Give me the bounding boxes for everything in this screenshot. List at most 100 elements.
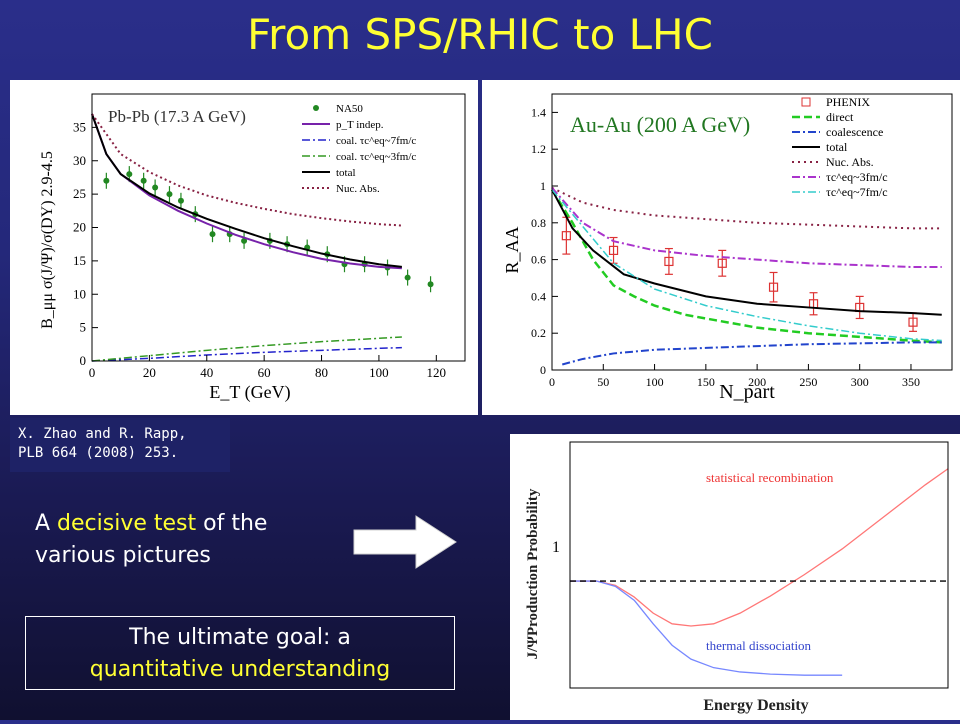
legend-nuc-abs-label: Nuc. Abs.: [336, 183, 380, 195]
y-tick-label: 5: [80, 320, 87, 335]
y-tick-label: 0: [540, 363, 546, 377]
direct-line: [550, 189, 942, 344]
goal-box: The ultimate goal: a quantitative unders…: [25, 616, 455, 690]
citation-line-1: X. Zhao and R. Rapp,: [18, 426, 187, 442]
na50-point: [209, 231, 216, 238]
y-tick-label: 25: [73, 186, 86, 201]
legend-phenix-label: PHENIX: [826, 95, 870, 109]
statistical-recombination-curve: [570, 468, 949, 627]
x-tick-label: 300: [851, 375, 869, 389]
thermal-dissociation-curve: [570, 580, 843, 676]
y-tick-label: 35: [73, 119, 86, 134]
statistical-recombination-label: statistical recombination: [706, 470, 834, 485]
phenix-point: [908, 317, 918, 327]
c3-plot-frame: [569, 441, 949, 689]
nuc-abs-line: [91, 113, 402, 227]
y-tick-label: 0.6: [531, 253, 546, 267]
auau-chart-panel: 0 50 100 150 200 250 300 350 0 0.2 0.4 0.6 0.8 1 1.2 1.…: [482, 80, 960, 415]
y-tick-label: 30: [73, 153, 86, 168]
y-tick-label: 1: [540, 179, 546, 193]
na50-point: [126, 171, 133, 178]
goal-line-2: quantitative understanding: [89, 657, 391, 682]
legend-p-t-indep-label: p_T indep.: [336, 119, 384, 131]
y-tick-label: 1.2: [531, 142, 546, 156]
legend-coalescence-label: coalescence: [826, 125, 883, 139]
production-probability-y-label: J/ΨProduction Probability: [525, 488, 541, 659]
legend-na50-label: NA50: [336, 103, 363, 115]
pbpb-y-axis-label: B_μμ σ(J/Ψ)/σ(DY) 2.9-4.5: [39, 151, 56, 329]
total-line: [551, 189, 942, 316]
x-tick-label: 200: [748, 375, 766, 389]
phenix-point: [768, 282, 779, 292]
x-tick-label: 0: [549, 375, 555, 389]
citation: X. Zhao and R. Rapp, PLB 664 (2008) 253.: [10, 418, 230, 472]
legend-nuc-abs-label: Nuc. Abs.: [826, 155, 874, 169]
x-tick-label: 40: [200, 365, 213, 380]
y-tick-one: 1: [552, 539, 560, 556]
x-tick-label: 80: [315, 365, 328, 380]
right-arrow-icon: [353, 515, 457, 569]
coal-c-eq-7fm-c-line: [91, 346, 402, 362]
y-tick-label: 20: [73, 220, 86, 235]
na50-point: [140, 177, 147, 184]
na50-point: [103, 177, 110, 184]
c-eq-7fm-c-line: [551, 189, 942, 342]
legend-total-label: total: [826, 140, 848, 154]
coalescence-line: [561, 341, 942, 366]
test-text-start: A: [35, 511, 58, 536]
legend-c-eq-7fm-c-label: τc^eq~7fm/c: [826, 185, 888, 199]
legend-na50-marker: [313, 105, 319, 111]
pbpb-chart-title: Pb-Pb (17.3 A GeV): [108, 107, 246, 126]
c2-plot-frame: [551, 93, 953, 371]
legend-coal-c-eq-7fm-c-label: coal. τc^eq~7fm/c: [336, 135, 416, 147]
citation-line-2: PLB 664 (2008) 253.: [18, 445, 179, 461]
x-tick-label: 20: [143, 365, 156, 380]
y-tick-label: 10: [73, 286, 86, 301]
auau-chart: 0 50 100 150 200 250 300 350 0 0.2 0.4 0.6 0.8 1 1.2 1.…: [502, 93, 953, 403]
pbpb-chart-panel: 0 20 40 60 80 100 120 0 5 10 15 20 25 30 35 NA50 p_T in…: [10, 80, 478, 415]
x-tick-label: 250: [799, 375, 817, 389]
total-line: [91, 113, 402, 268]
c-eq-3fm-c-line: [551, 187, 942, 268]
legend-phenix-marker: [801, 97, 811, 107]
na50-point: [404, 274, 411, 281]
production-probability-chart-panel: statistical recombination thermal dissoci…: [510, 434, 960, 720]
test-text-end: of the various pictures: [35, 511, 268, 568]
na50-point: [177, 197, 184, 204]
legend-coal-c-eq-3fm-c-label: coal. τc^eq~3fm/c: [336, 151, 416, 163]
x-tick-label: 60: [258, 365, 271, 380]
pbpb-x-axis-label: E_T (GeV): [209, 382, 290, 403]
legend-c-eq-3fm-c-label: τc^eq~3fm/c: [826, 170, 888, 184]
phenix-point: [561, 231, 571, 241]
x-tick-label: 50: [597, 375, 609, 389]
phenix-point: [717, 258, 727, 268]
na50-point: [241, 237, 248, 244]
na50-point: [166, 191, 173, 198]
x-tick-label: 350: [902, 375, 920, 389]
na50-point: [152, 184, 159, 191]
coal-c-eq-3fm-c-line: [91, 336, 402, 362]
auau-y-axis-label: R_AA: [502, 226, 522, 273]
x-tick-label: 120: [427, 365, 447, 380]
energy-density-x-label: Energy Density: [703, 697, 808, 714]
legend-direct-label: direct: [826, 110, 854, 124]
phenix-point: [664, 256, 674, 267]
test-text-highlight: decisive test: [57, 511, 197, 536]
auau-chart-title: Au-Au (200 A GeV): [570, 112, 750, 137]
legend-total-label: total: [336, 167, 356, 179]
auau-x-axis-label: N_part: [719, 381, 775, 403]
y-tick-label: 0.8: [531, 216, 546, 230]
decisive-test-text: A decisive test of the various pictures: [35, 508, 335, 572]
y-tick-label: 15: [73, 253, 86, 268]
x-tick-label: 150: [697, 375, 715, 389]
y-tick-label: 1.4: [531, 105, 546, 119]
x-tick-label: 100: [646, 375, 664, 389]
production-probability-chart: statistical recombination thermal dissoci…: [525, 441, 949, 714]
phenix-point: [608, 245, 619, 255]
thermal-dissociation-label: thermal dissociation: [706, 638, 812, 653]
y-tick-label: 0.4: [531, 289, 546, 303]
nuc-abs-line: [551, 186, 942, 230]
x-tick-label: 0: [89, 365, 96, 380]
pbpb-chart: 0 20 40 60 80 100 120 0 5 10 15 20 25 30 35 NA50 p_T in…: [39, 93, 466, 403]
y-tick-label: 0: [80, 353, 87, 368]
